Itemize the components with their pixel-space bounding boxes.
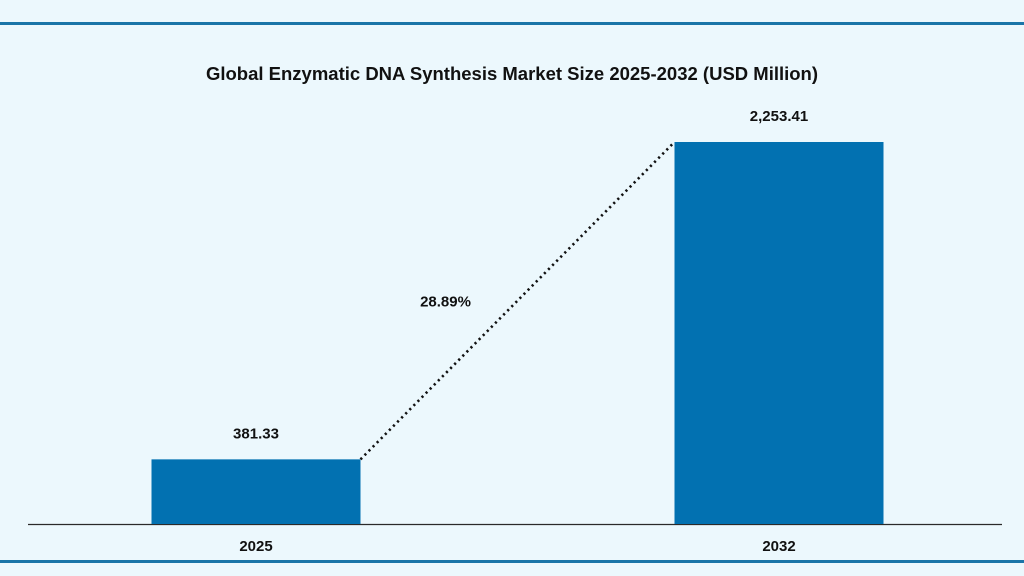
chart-title: Global Enzymatic DNA Synthesis Market Si…: [206, 63, 818, 84]
top-border: [0, 22, 1024, 25]
bar-2032: [674, 142, 884, 524]
value-label-2032: 2,253.41: [750, 108, 808, 125]
bar-2025: [151, 459, 361, 524]
bottom-border: [0, 560, 1024, 563]
bars-layer: 381.33 2025 2,253.41 2032: [151, 108, 884, 555]
value-label-2025: 381.33: [233, 425, 279, 442]
growth-rate-label: 28.89%: [420, 294, 471, 311]
growth-trend-line: [359, 141, 676, 461]
x-tick-label-2025: 2025: [239, 538, 272, 555]
x-tick-label-2032: 2032: [762, 538, 795, 555]
